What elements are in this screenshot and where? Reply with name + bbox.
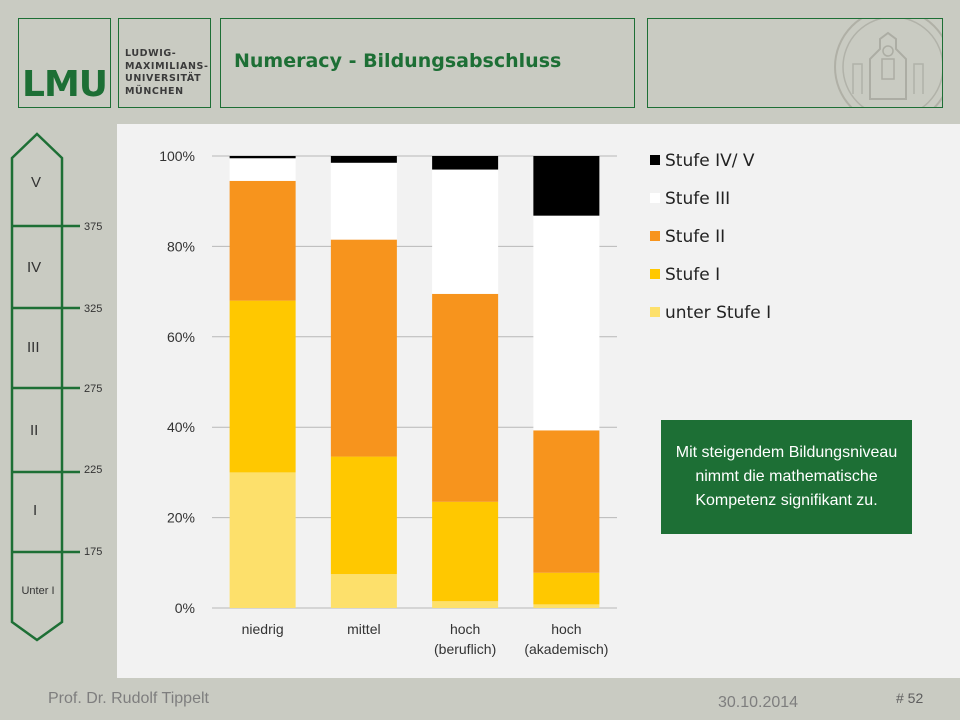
scale-threshold-375: 375	[84, 221, 103, 233]
x-tick-label: niedrig	[242, 621, 284, 637]
legend-swatch	[650, 307, 660, 317]
university-name-frame	[118, 18, 211, 108]
bar-segment-stufe-iii-0	[229, 158, 296, 181]
legend-label: Stufe II	[665, 227, 725, 247]
scale-threshold-175: 175	[84, 546, 103, 558]
y-tick-label: 0%	[175, 600, 195, 616]
callout-text: Mit steigendem Bildungsniveau nimmt die …	[675, 444, 898, 509]
footer-author: Prof. Dr. Rudolf Tippelt	[48, 690, 209, 707]
x-tick-label: mittel	[347, 621, 380, 637]
lmu-logo: LMU	[22, 64, 108, 105]
bar-segment-stufe-iii-1	[330, 162, 397, 240]
title-frame	[220, 18, 635, 108]
y-tick-label: 80%	[167, 238, 195, 254]
x-tick-label: hoch	[551, 621, 581, 637]
slide-title: Numeracy - Bildungsabschluss	[234, 50, 562, 72]
legend-swatch	[650, 269, 660, 279]
bar-segment-stufe-i-0	[229, 300, 296, 473]
scale-level-iv: IV	[27, 259, 42, 276]
bar-segment-unter-stufe-i-0	[229, 472, 296, 608]
bar-segment-stufe-iv-v-3	[533, 156, 600, 216]
x-tick-label: (beruflich)	[434, 641, 496, 657]
bar-segment-stufe-ii-3	[533, 430, 600, 573]
bar-segment-unter-stufe-i-2	[432, 601, 499, 608]
scale-threshold-325: 325	[84, 303, 103, 315]
legend-swatch	[650, 193, 660, 203]
bar-segment-stufe-ii-1	[330, 239, 397, 457]
university-name: LUDWIG- MAXIMILIANS- UNIVERSITÄT MÜNCHEN	[125, 48, 209, 98]
legend-label: unter Stufe I	[665, 303, 771, 323]
scale-threshold-225: 225	[84, 464, 103, 476]
scale-level-i: I	[33, 502, 38, 519]
bar-segment-stufe-i-2	[432, 501, 499, 602]
university-line: LUDWIG-	[125, 48, 177, 59]
y-tick-label: 20%	[167, 510, 195, 526]
x-tick-label: (akademisch)	[524, 641, 608, 657]
scale-level-ii: II	[30, 422, 39, 439]
bar-segment-stufe-ii-2	[432, 293, 499, 502]
callout-box: Mit steigendem Bildungsniveau nimmt die …	[661, 420, 912, 534]
bar-segment-stufe-i-1	[330, 456, 397, 575]
bar-segment-unter-stufe-i-1	[330, 574, 397, 608]
stacked-bar-chart: 0% 20% 40% 60% 80% 100% niedrig mittel hoch (beru…	[159, 148, 771, 657]
legend-label: Stufe IV/ V	[665, 151, 755, 171]
legend-label: Stufe III	[665, 189, 730, 209]
bar-segment-stufe-iv-v-0	[229, 156, 296, 159]
university-line: UNIVERSITÄT	[125, 73, 202, 84]
scale-outline	[10, 132, 64, 642]
scale-level-v: V	[31, 174, 42, 191]
proficiency-scale	[10, 132, 80, 642]
legend-swatch	[650, 155, 660, 165]
y-tick-label: 40%	[167, 419, 195, 435]
bar-segment-stufe-iii-3	[533, 215, 600, 431]
y-tick-label: 100%	[159, 148, 195, 164]
university-line: MAXIMILIANS-	[125, 60, 209, 72]
bar-segment-stufe-ii-0	[229, 180, 296, 301]
bar-segment-stufe-iii-2	[432, 169, 499, 294]
scale-level-iii: III	[27, 339, 40, 356]
bar-segment-stufe-i-3	[533, 572, 600, 605]
x-tick-label: hoch	[450, 621, 480, 637]
university-seal-icon	[834, 19, 942, 107]
footer-page-number: # 52	[896, 690, 924, 706]
scale-threshold-275: 275	[84, 383, 103, 395]
university-line: MÜNCHEN	[125, 85, 184, 97]
logo-frame	[18, 18, 111, 108]
scale-level-unter-i: Unter I	[21, 585, 55, 597]
footer-date: 30.10.2014	[718, 694, 799, 711]
legend-swatch	[650, 231, 660, 241]
bar-segment-unter-stufe-i-3	[533, 604, 600, 608]
bar-segment-stufe-iv-v-2	[432, 156, 499, 170]
legend-label: Stufe I	[665, 265, 720, 285]
bar-segment-stufe-iv-v-1	[330, 156, 397, 163]
seal-frame	[647, 18, 943, 108]
y-tick-label: 60%	[167, 329, 195, 345]
